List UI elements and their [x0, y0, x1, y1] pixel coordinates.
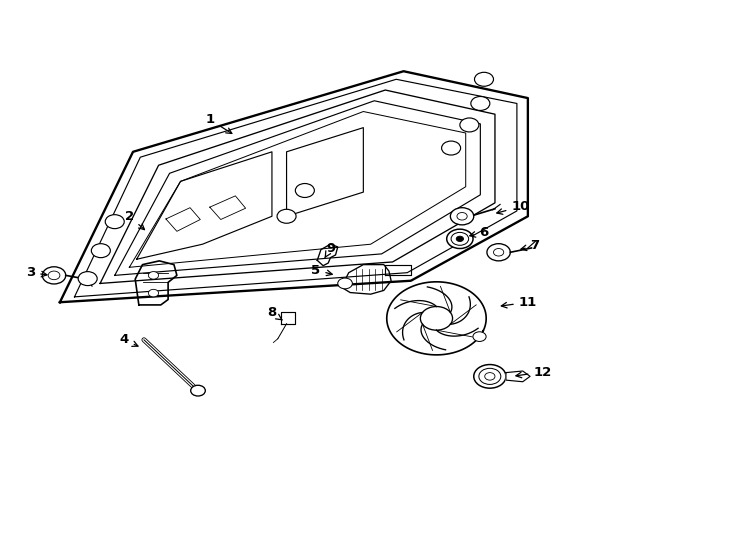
Circle shape [457, 236, 464, 241]
Text: 10: 10 [497, 200, 530, 214]
Circle shape [421, 307, 453, 330]
Circle shape [484, 373, 495, 380]
Circle shape [43, 267, 66, 284]
Circle shape [447, 229, 473, 248]
Circle shape [493, 248, 504, 256]
Polygon shape [60, 71, 528, 302]
Circle shape [479, 368, 501, 384]
Circle shape [457, 213, 467, 220]
Text: 12: 12 [516, 366, 552, 379]
Circle shape [295, 184, 314, 198]
Circle shape [277, 210, 296, 223]
Text: 4: 4 [120, 333, 138, 346]
Text: 7: 7 [521, 239, 539, 252]
Polygon shape [135, 261, 177, 305]
Circle shape [105, 215, 124, 228]
Text: 1: 1 [206, 113, 232, 133]
Circle shape [451, 232, 468, 245]
Circle shape [460, 118, 479, 132]
Circle shape [473, 364, 506, 388]
Circle shape [470, 97, 490, 111]
Polygon shape [506, 371, 530, 382]
Circle shape [148, 289, 159, 297]
Circle shape [451, 208, 473, 225]
Text: 6: 6 [470, 226, 489, 239]
Text: 3: 3 [26, 266, 47, 279]
Polygon shape [341, 265, 391, 294]
Text: 11: 11 [501, 296, 537, 309]
Polygon shape [317, 244, 338, 266]
Circle shape [191, 385, 206, 396]
Circle shape [48, 271, 60, 280]
Text: 9: 9 [325, 242, 335, 258]
Circle shape [474, 72, 493, 86]
Text: 2: 2 [125, 210, 145, 230]
Circle shape [91, 244, 110, 258]
Circle shape [338, 278, 352, 289]
Circle shape [473, 332, 486, 341]
Circle shape [487, 244, 510, 261]
Circle shape [442, 141, 461, 155]
Circle shape [148, 272, 159, 279]
Text: 5: 5 [311, 264, 333, 276]
Text: 8: 8 [267, 307, 282, 320]
Circle shape [78, 272, 97, 286]
Polygon shape [280, 312, 295, 323]
Polygon shape [385, 265, 411, 275]
